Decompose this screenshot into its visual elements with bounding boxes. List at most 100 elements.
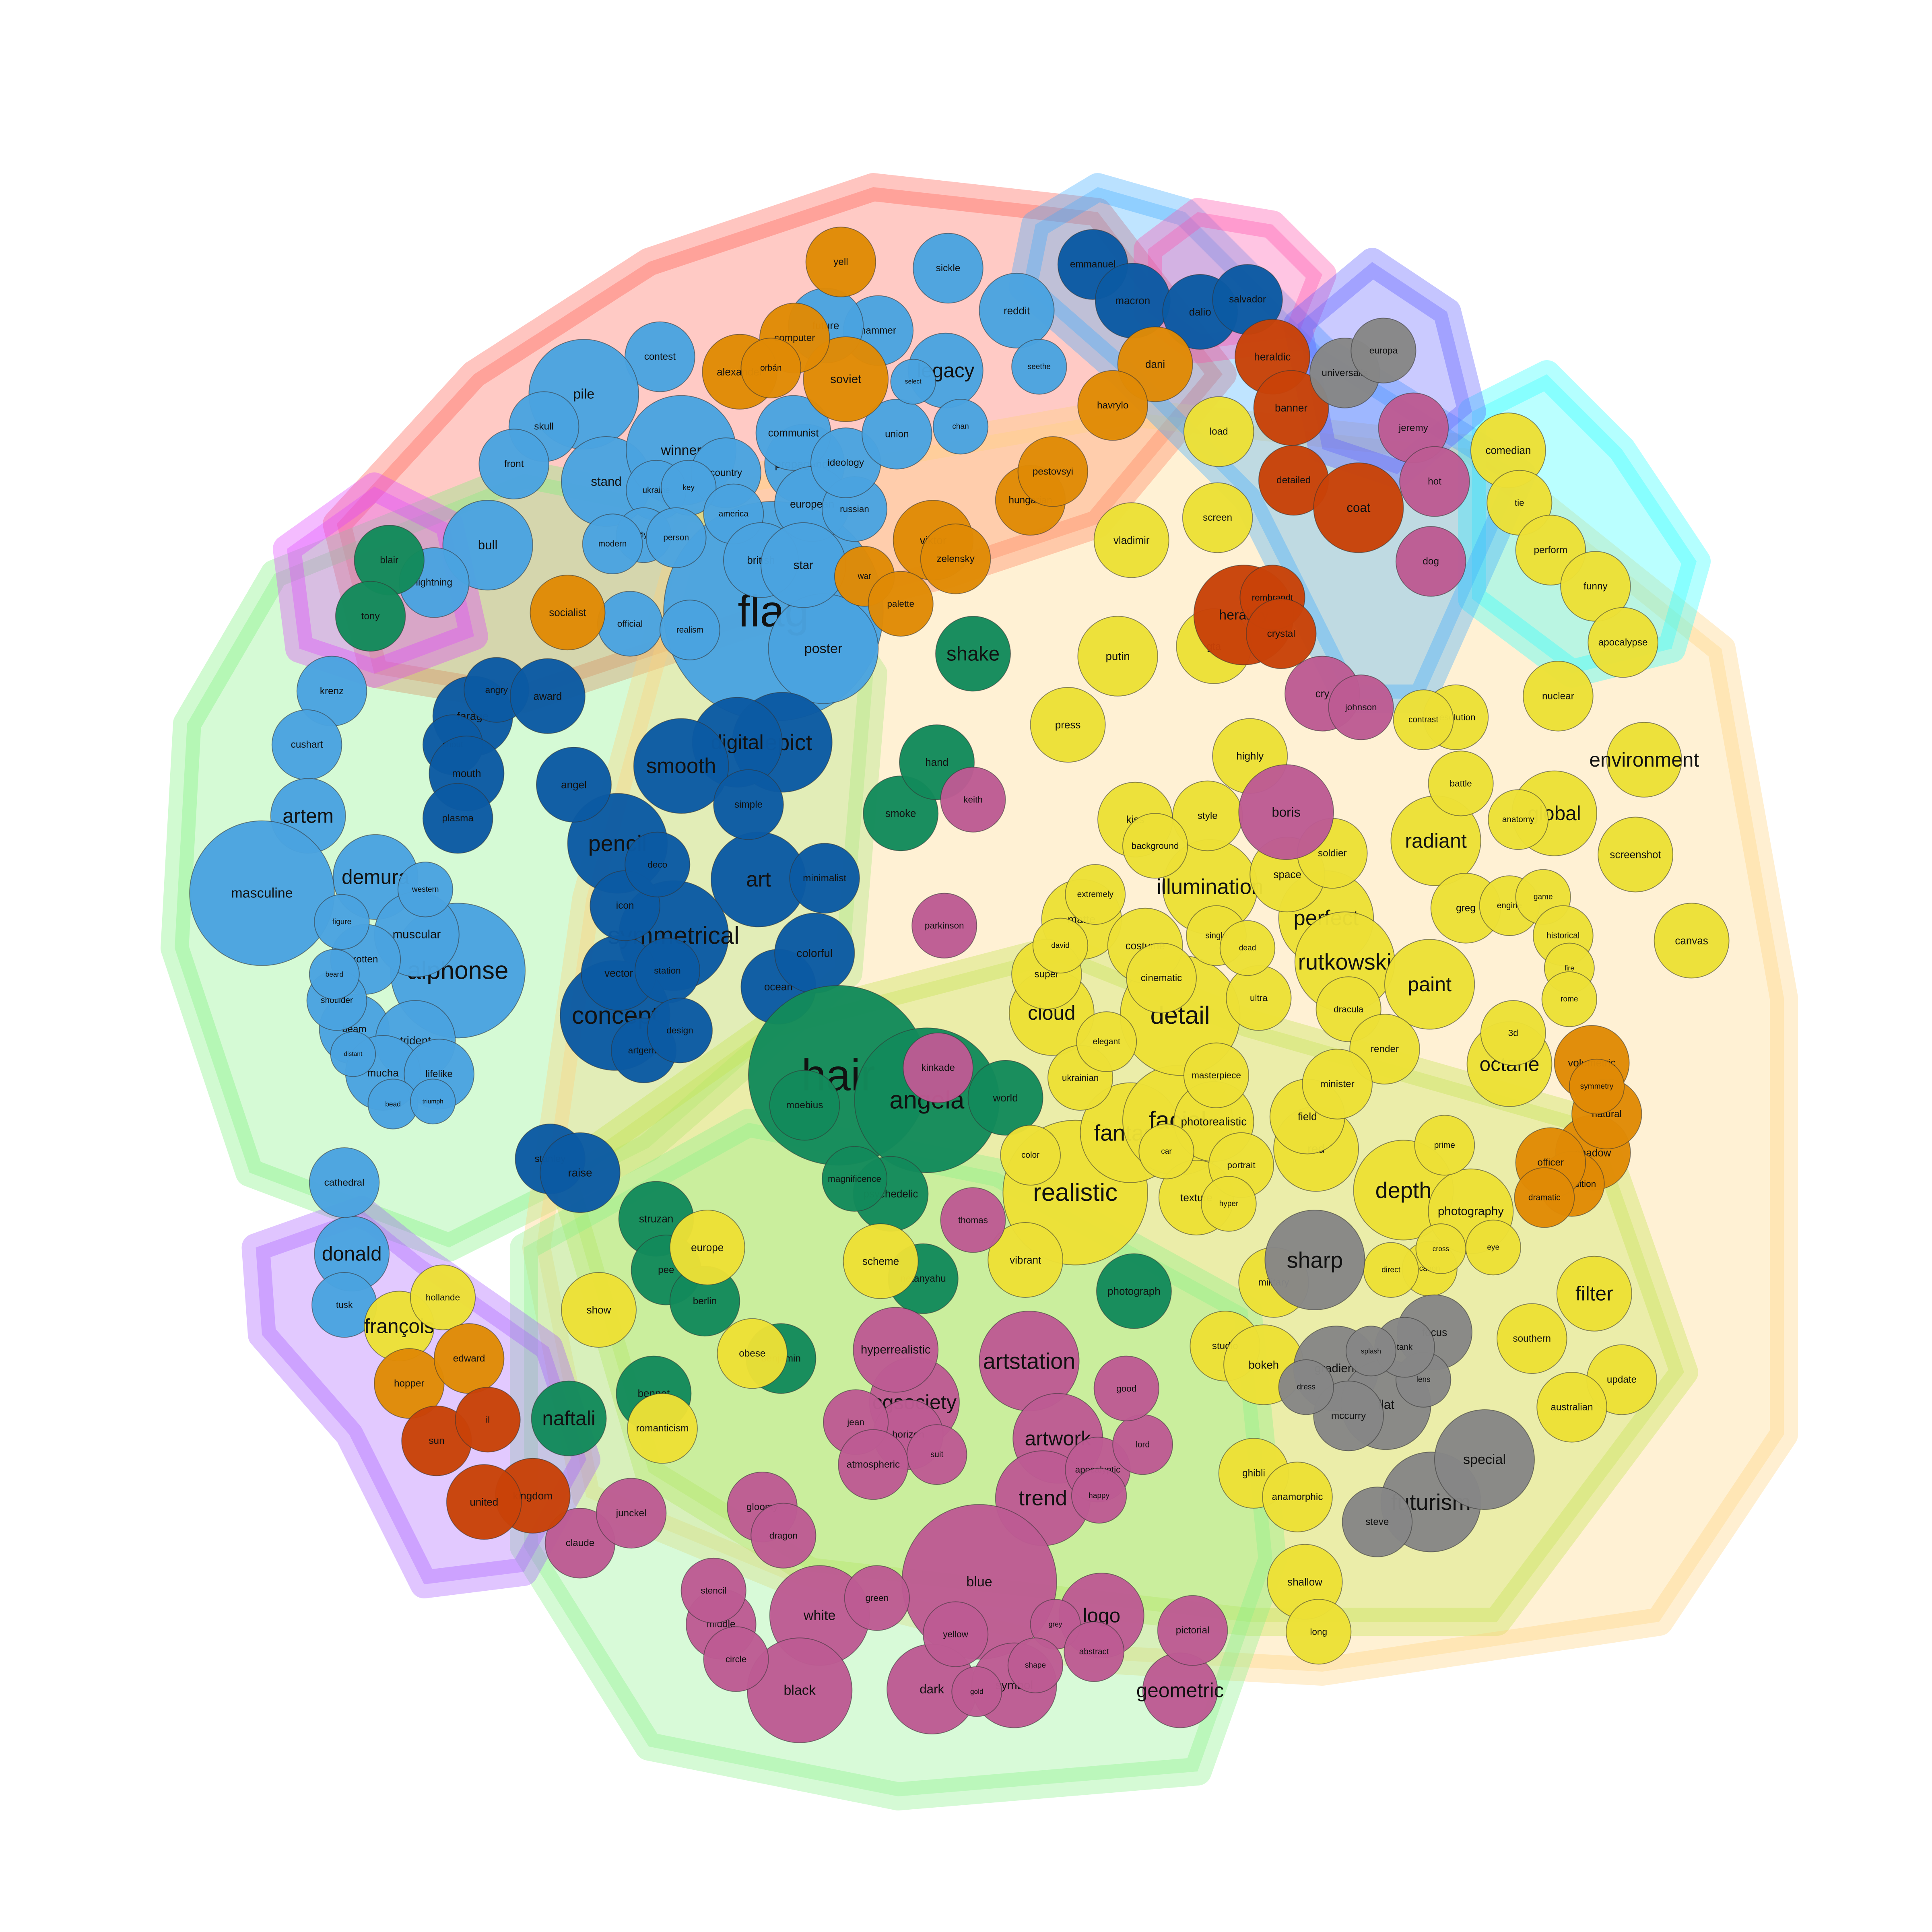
bubble: [1096, 1253, 1172, 1329]
bubble: [821, 1146, 888, 1212]
bubble: [1415, 1223, 1466, 1274]
bubble-label: david: [1051, 941, 1070, 950]
node-shake: shake: [935, 616, 1011, 692]
bubble: [951, 1666, 1002, 1717]
node-obese: obese: [717, 1318, 788, 1389]
bubble-label: pee: [658, 1264, 674, 1275]
bubble-label: parkinson: [925, 921, 964, 931]
bubble: [1428, 751, 1494, 817]
bubble-label: cross: [1433, 1245, 1450, 1253]
node-palette: palette: [868, 571, 934, 637]
bubble-label: nuclear: [1542, 691, 1574, 701]
bubble-label: paint: [1408, 973, 1452, 996]
node-communist: communist: [755, 395, 831, 471]
node-vibrant: vibrant: [988, 1222, 1064, 1298]
bubble: [988, 1222, 1064, 1298]
bubble: [740, 338, 802, 398]
bubble-label: winner: [660, 443, 701, 458]
node-soviet: soviet: [803, 336, 889, 422]
node-color: color: [1000, 1125, 1061, 1186]
bubble-label: country: [710, 467, 742, 478]
bubble: [625, 321, 695, 392]
bubble-label: cinematic: [1141, 973, 1182, 984]
bubble-label: ghibli: [1242, 1468, 1265, 1479]
node-official: official: [597, 591, 663, 657]
bubble-label: officer: [1537, 1157, 1564, 1168]
bubble-label: special: [1463, 1452, 1506, 1467]
bubble-label: crystal: [1267, 628, 1295, 639]
bubble-label: jean: [847, 1417, 864, 1427]
node-person: person: [645, 507, 707, 568]
bubble-label: photorealistic: [1181, 1115, 1247, 1128]
bubble: [1598, 817, 1674, 893]
bubble: [1384, 939, 1475, 1030]
bubble-label: dracula: [1334, 1004, 1363, 1014]
bubble-label: dramatic: [1528, 1193, 1561, 1202]
bubble: [805, 227, 876, 297]
node-award: award: [509, 658, 586, 734]
node-junckel: junckel: [596, 1478, 667, 1549]
bubble: [853, 1307, 939, 1393]
bubble: [940, 767, 1006, 833]
bubble: [1541, 971, 1598, 1027]
bubble-label: field: [1298, 1111, 1317, 1123]
node-long: long: [1286, 1599, 1352, 1665]
bubble-label: deco: [647, 860, 667, 870]
node-prime: prime: [1414, 1115, 1475, 1176]
bubble-label: circle: [726, 1654, 747, 1664]
bubble-label: ultra: [1250, 993, 1268, 1003]
node-smooth: smooth: [633, 718, 729, 814]
node-environment: environment: [1589, 722, 1699, 798]
bubble-label: anatomy: [1502, 815, 1534, 824]
bubble-label: angry: [485, 685, 508, 695]
bubble: [680, 1557, 746, 1624]
bubble-label: splash: [1361, 1347, 1381, 1355]
bubble-label: fire: [1565, 964, 1574, 972]
node-masculine: masculine: [189, 820, 335, 966]
node-sharp: sharp: [1264, 1210, 1365, 1310]
bubble: [843, 1223, 919, 1299]
bubble-label: mouth: [452, 767, 481, 779]
bubble: [410, 1078, 456, 1125]
node-cathedral: cathedral: [309, 1147, 380, 1218]
node-extremely: extremely: [1065, 864, 1126, 925]
bubble-label: render: [1371, 1044, 1399, 1055]
bubble: [1488, 789, 1549, 850]
node-anatomy: anatomy: [1488, 789, 1549, 850]
bubble-label: shape: [1025, 1661, 1046, 1670]
bubble-label: extremely: [1077, 890, 1114, 899]
bubble-label: il: [486, 1414, 490, 1425]
node-thomas: thomas: [940, 1187, 1006, 1253]
bubble-label: shallow: [1287, 1576, 1322, 1588]
bubble-label: modern: [598, 539, 627, 548]
bubble: [1588, 607, 1658, 678]
node-cross: cross: [1415, 1223, 1466, 1274]
node-distant: distant: [330, 1031, 376, 1077]
node-banner: banner: [1253, 370, 1329, 446]
bubble-label: world: [992, 1092, 1018, 1104]
bubble-label: tank: [1397, 1343, 1413, 1352]
node-black: black: [746, 1637, 853, 1743]
bubble: [582, 513, 643, 574]
node-dramatic: dramatic: [1514, 1167, 1575, 1228]
bubble-label: angel: [561, 779, 587, 791]
bubble-label: zelensky: [936, 553, 975, 564]
bubble: [1000, 1125, 1061, 1186]
bubble-label: ideology: [828, 458, 864, 468]
bubble-label: dani: [1145, 358, 1165, 370]
bubble-label: lifelike: [425, 1069, 453, 1080]
node-naftali: naftali: [531, 1380, 607, 1456]
bubble-label: load: [1210, 426, 1228, 437]
bubble-label: screen: [1203, 512, 1232, 523]
node-apocalypse: apocalypse: [1588, 607, 1658, 678]
bubble: [932, 398, 989, 455]
bubble: [717, 1318, 788, 1389]
bubble: [1351, 318, 1417, 384]
node-suit: suit: [906, 1424, 967, 1485]
bubble: [1395, 526, 1466, 597]
bubble: [446, 1464, 522, 1540]
node-triumph: triumph: [410, 1078, 456, 1125]
bubble-label: orbán: [760, 363, 781, 373]
bubble-label: person: [663, 533, 689, 542]
